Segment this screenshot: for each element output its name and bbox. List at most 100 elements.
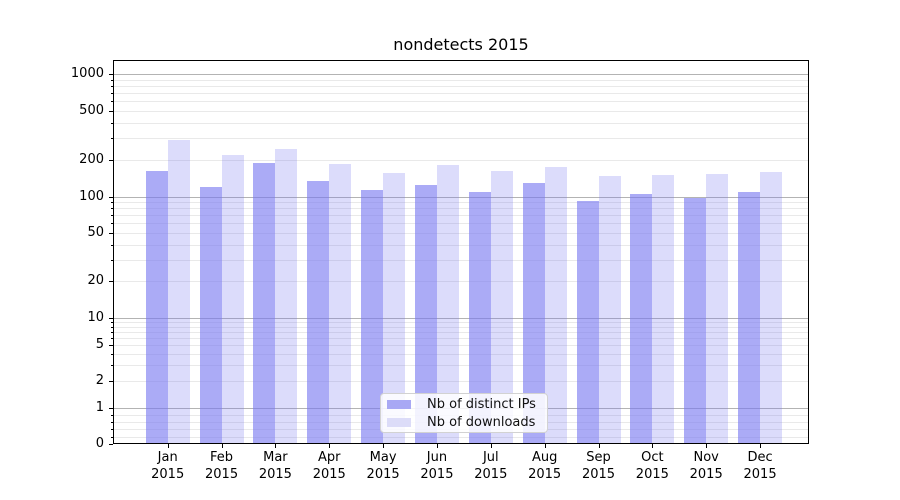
x-tick xyxy=(329,444,331,448)
x-label-month: May xyxy=(369,450,397,465)
minor-gridline xyxy=(114,202,808,204)
minor-gridline xyxy=(114,233,808,235)
y-tick xyxy=(109,196,113,198)
x-tick xyxy=(167,444,169,448)
bar-distinct-ips xyxy=(253,163,276,443)
y-minor-tick xyxy=(111,331,113,333)
bar-distinct-ips xyxy=(361,189,384,443)
minor-gridline xyxy=(114,159,808,161)
x-axis-tick-label: Sep 2015 xyxy=(569,449,629,483)
x-label-month: Sep xyxy=(586,450,611,465)
x-tick xyxy=(383,444,385,448)
bar-downloads xyxy=(329,163,352,443)
chart-title: nondetects 2015 xyxy=(393,35,529,54)
y-minor-tick xyxy=(111,101,113,103)
x-axis-tick-label: Feb 2015 xyxy=(192,449,252,483)
x-label-year: 2015 xyxy=(689,467,723,482)
x-tick xyxy=(598,444,600,448)
bar-distinct-ips xyxy=(199,187,222,443)
bar-distinct-ips xyxy=(468,192,491,443)
x-tick xyxy=(760,444,762,448)
bar-downloads xyxy=(652,174,675,443)
legend: Nb of distinct IPs Nb of downloads xyxy=(380,393,548,433)
minor-gridline xyxy=(114,331,808,333)
x-tick xyxy=(221,444,223,448)
x-label-year: 2015 xyxy=(366,467,400,482)
minor-gridline xyxy=(114,101,808,103)
minor-gridline xyxy=(114,79,808,81)
y-axis-tick-label: 20 xyxy=(87,273,104,289)
y-minor-tick xyxy=(111,79,113,81)
bar-downloads xyxy=(544,166,567,443)
x-axis-tick-label: Mar 2015 xyxy=(245,449,305,483)
y-minor-tick xyxy=(111,422,113,424)
y-tick xyxy=(109,344,113,346)
minor-gridline xyxy=(114,326,808,328)
y-tick xyxy=(109,318,113,319)
y-minor-tick xyxy=(111,92,113,94)
minor-gridline xyxy=(114,344,808,346)
x-axis-tick-label: Jun 2015 xyxy=(407,449,467,483)
legend-item-downloads: Nb of downloads xyxy=(387,415,541,430)
bar-distinct-ips xyxy=(145,171,168,443)
x-label-month: Apr xyxy=(318,450,341,465)
y-axis-tick-label: 5 xyxy=(95,336,104,352)
bar-distinct-ips xyxy=(738,192,761,443)
x-axis-tick-label: Nov 2015 xyxy=(676,449,736,483)
y-minor-tick xyxy=(111,436,113,438)
y-minor-tick xyxy=(111,85,113,87)
x-label-month: Jan xyxy=(157,450,178,465)
minor-gridline xyxy=(114,223,808,225)
y-minor-tick xyxy=(111,138,113,140)
y-tick xyxy=(109,407,113,409)
minor-gridline xyxy=(114,244,808,246)
x-label-month: Nov xyxy=(693,450,719,465)
bar-distinct-ips xyxy=(576,200,599,443)
x-label-year: 2015 xyxy=(258,467,292,482)
minor-gridline xyxy=(114,380,808,382)
y-minor-tick xyxy=(111,260,113,262)
y-axis-tick-label: 2 xyxy=(95,372,104,388)
x-tick xyxy=(652,444,654,448)
x-tick xyxy=(490,444,492,448)
x-axis-tick-label: Oct 2015 xyxy=(622,449,682,483)
major-gridline xyxy=(114,74,808,75)
bar-downloads xyxy=(383,172,406,443)
minor-gridline xyxy=(114,281,808,283)
x-label-month: Jun xyxy=(426,450,448,465)
y-minor-tick xyxy=(111,208,113,210)
x-axis-tick-label: Dec 2015 xyxy=(730,449,790,483)
y-minor-tick xyxy=(111,202,113,204)
x-label-year: 2015 xyxy=(581,467,616,482)
y-minor-tick xyxy=(111,429,113,431)
minor-gridline xyxy=(114,353,808,355)
y-tick xyxy=(109,380,113,382)
y-minor-tick xyxy=(111,223,113,225)
x-label-month: Dec xyxy=(747,450,773,465)
y-tick xyxy=(109,159,113,161)
legend-label-distinct-ips: Nb of distinct IPs xyxy=(427,396,536,412)
x-label-year: 2015 xyxy=(743,467,777,482)
x-label-year: 2015 xyxy=(205,467,239,482)
y-axis-tick-label: 200 xyxy=(79,151,104,167)
major-gridline xyxy=(114,318,808,319)
minor-gridline xyxy=(114,337,808,339)
x-axis-tick-label: May 2015 xyxy=(353,449,413,483)
bar-downloads xyxy=(490,171,513,443)
y-axis-tick-label: 50 xyxy=(87,225,104,241)
bar-distinct-ips xyxy=(684,198,707,443)
x-axis-tick-label: Aug 2015 xyxy=(515,449,575,483)
y-minor-tick xyxy=(111,122,113,124)
minor-gridline xyxy=(114,85,808,87)
bar-downloads xyxy=(436,164,459,443)
x-label-month: Mar xyxy=(263,450,288,465)
y-minor-tick xyxy=(111,215,113,217)
legend-swatch-distinct-ips xyxy=(387,399,411,409)
legend-label-downloads: Nb of downloads xyxy=(427,414,536,430)
y-axis-tick-label: 500 xyxy=(79,102,104,118)
y-minor-tick xyxy=(111,414,113,416)
bar-downloads xyxy=(706,173,729,443)
bar-distinct-ips xyxy=(522,182,545,443)
x-tick xyxy=(706,444,708,448)
